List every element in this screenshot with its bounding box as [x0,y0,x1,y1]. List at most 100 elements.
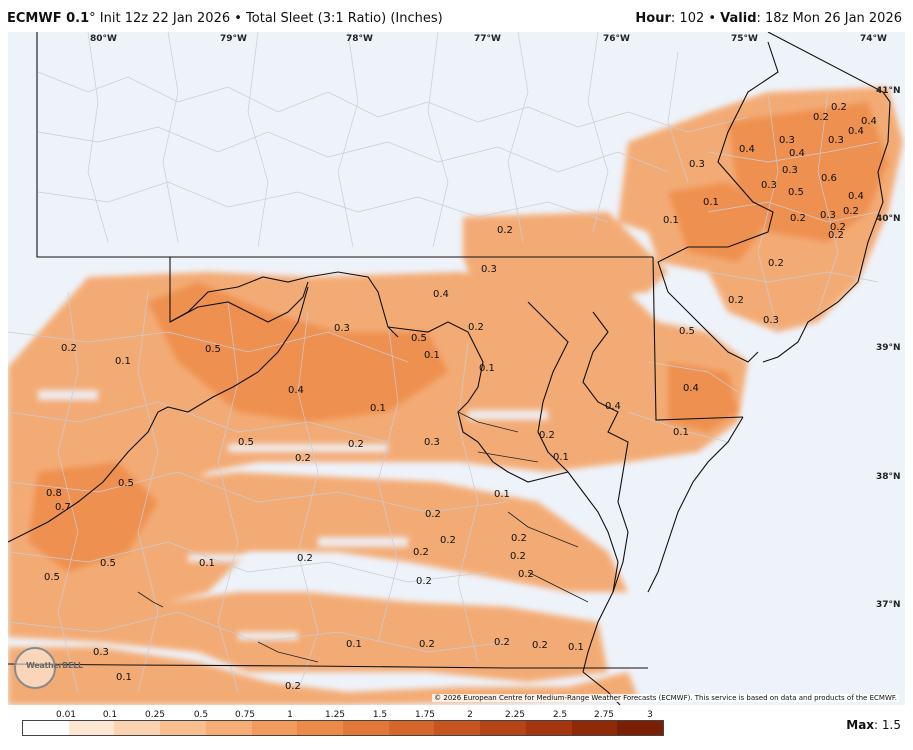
logo-circle [14,647,56,689]
value-label: 0.5 [788,187,804,198]
colorbar-tick: 0.5 [193,710,209,720]
value-label: 0.1 [673,427,689,438]
valid-label: Valid [720,11,757,26]
value-label: 0.2 [419,639,435,650]
copyright-notice: © 2026 European Centre for Medium-Range … [432,694,899,702]
lon-label: 75°W [731,34,758,44]
colorbar-segment [434,721,481,735]
degree-symbol: ° [89,11,96,26]
map-header: ECMWF 0.1° Init 12z 22 Jan 2026 • Total … [0,0,913,32]
colorbar [22,720,664,736]
value-label: 0.2 [61,343,77,354]
colorbar-segment [343,721,389,735]
value-label: 0.3 [424,437,440,448]
value-label: 0.2 [425,509,441,520]
value-label: 0.1 [494,489,510,500]
colorbar-tick: 1.5 [372,710,388,720]
value-label: 0.2 [497,225,513,236]
colorbar-tick: 2.25 [504,710,526,720]
valid-value: : 18z Mon 26 Jan 2026 [756,11,902,26]
model-name: ECMWF 0.1 [7,11,90,26]
value-label: 0.1 [346,639,362,650]
colorbar-tick: 1.75 [414,710,436,720]
value-label: 0.2 [510,551,526,562]
value-label: 0.2 [468,322,484,333]
value-label: 0.7 [55,502,71,513]
colorbar-segment [205,721,252,735]
value-label: 0.3 [820,210,836,221]
colorbar-segment [480,721,526,735]
value-label: 0.1 [553,452,569,463]
value-label: 0.2 [830,222,846,233]
value-label: 0.3 [763,315,779,326]
sleet-gaps [38,390,548,640]
lat-label: 40°N [876,214,901,224]
sleet-shading-darker [28,102,888,572]
value-label: 0.3 [689,159,705,170]
lon-label: 74°W [860,34,887,44]
value-label: 0.2 [843,206,859,217]
value-label: 0.2 [413,547,429,558]
value-label: 0.5 [118,478,134,489]
colorbar-tick: 1 [287,710,293,720]
colorbar-tick: 0.01 [55,710,77,720]
value-label: 0.1 [568,642,584,653]
logo-text: WeatherBELL [26,661,83,670]
colorbar-segment [114,721,161,735]
value-label: 0.8 [46,488,62,499]
value-label: 0.2 [297,553,313,564]
colorbar-segment [617,721,664,735]
value-label: 0.1 [479,363,495,374]
value-label: 0.6 [821,173,837,184]
lat-label: 38°N [876,472,901,482]
lon-label: 80°W [90,34,117,44]
lat-label: 41°N [876,86,901,96]
value-label: 0.1 [370,403,386,414]
colorbar-segment [160,721,206,735]
lat-label: 37°N [876,600,901,610]
map-panel: 80°W 79°W 78°W 77°W 76°W 75°W 74°W 41°N … [8,32,905,705]
rivers [137,411,589,663]
value-label: 0.2 [295,453,311,464]
colorbar-tick: 2.5 [552,710,568,720]
value-label: 0.3 [481,264,497,275]
value-label: 0.2 [539,430,555,441]
value-label: 0.3 [761,180,777,191]
value-label: 0.4 [739,144,755,155]
value-label: 0.4 [683,383,699,394]
value-label: 0.4 [848,191,864,202]
hour-label: Hour [635,11,671,26]
colorbar-legend: 0.01 0.1 0.25 0.5 0.75 1 1.25 1.5 1.75 2… [0,706,913,750]
value-label: 0.4 [789,148,805,159]
value-label: 0.1 [199,558,215,569]
colorbar-segment [251,721,298,735]
value-label: 0.5 [411,333,427,344]
title: ECMWF 0.1° Init 12z 22 Jan 2026 • Total … [7,11,443,26]
value-label: 0.2 [831,102,847,113]
colorbar-segment [525,721,572,735]
county-lines [8,32,879,693]
colorbar-tick: 0.1 [102,710,118,720]
value-label: 0.4 [433,289,449,300]
value-label: 0.2 [416,576,432,587]
value-label: 0.5 [205,344,221,355]
value-label: 0.2 [494,637,510,648]
colorbar-segment [571,721,618,735]
colorbar-tick: 0.25 [144,710,166,720]
value-label: 0.4 [288,385,304,396]
value-label: 0.1 [663,215,679,226]
value-label: 0.1 [115,356,131,367]
value-label: 0.2 [285,681,301,692]
value-label: 0.2 [813,112,829,123]
value-label: 0.3 [334,323,350,334]
colorbar-segment [23,721,69,735]
lon-label: 78°W [346,34,373,44]
colorbar-tick: 2 [467,710,473,720]
max-number: : 1.5 [874,718,901,732]
valid-time: Hour: 102 • Valid: 18z Mon 26 Jan 2026 [635,11,902,26]
value-label: 0.2 [511,533,527,544]
value-label: 0.5 [100,558,116,569]
value-label: 0.3 [93,647,109,658]
colorbar-tick: 3 [647,710,653,720]
colorbar-tick: 0.75 [234,710,256,720]
